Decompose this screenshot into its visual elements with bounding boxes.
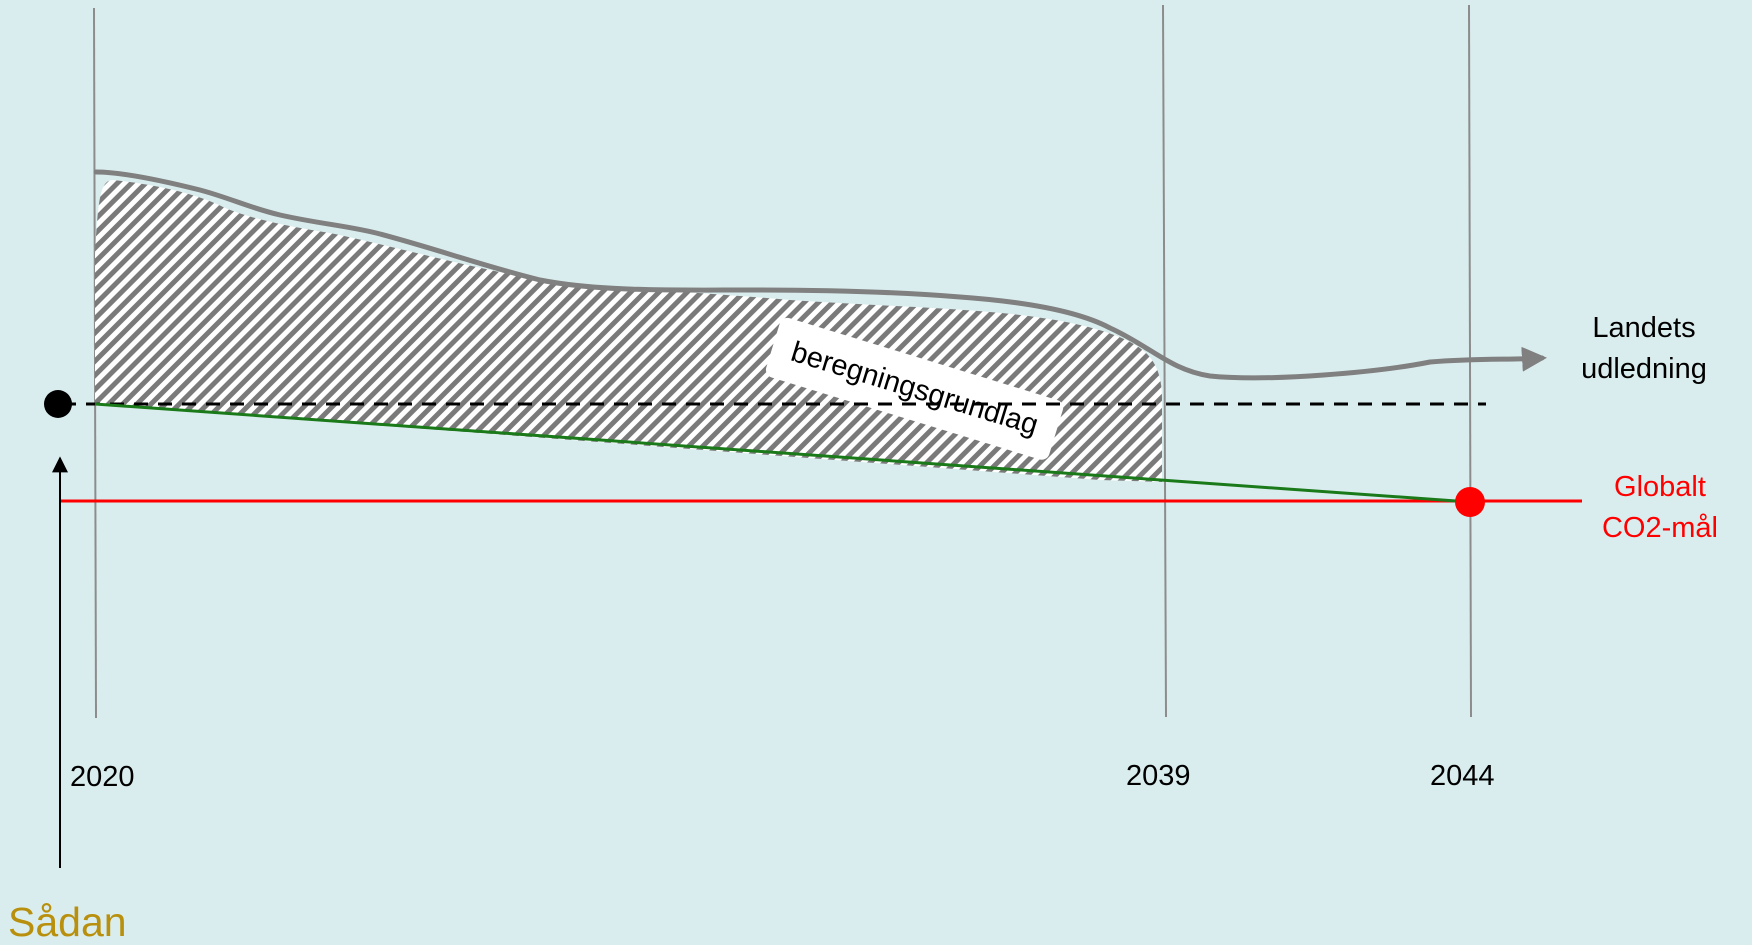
target-point [1455, 487, 1485, 517]
year-label-2020: 2020 [70, 761, 135, 793]
goal-label-line2: CO2-mål [1602, 512, 1718, 544]
goal-label-line1: Globalt [1614, 471, 1706, 503]
start-marker-label: Sådan [8, 899, 127, 945]
year-label-2039: 2039 [1126, 760, 1191, 792]
emissions-label-line1: Landets [1592, 312, 1695, 344]
start-point [44, 390, 72, 418]
reduction-path [94, 402, 1471, 504]
emissions-curve [93, 169, 1547, 381]
emissions-label-line2: udledning [1581, 353, 1707, 385]
year-label-2044: 2044 [1430, 760, 1495, 792]
